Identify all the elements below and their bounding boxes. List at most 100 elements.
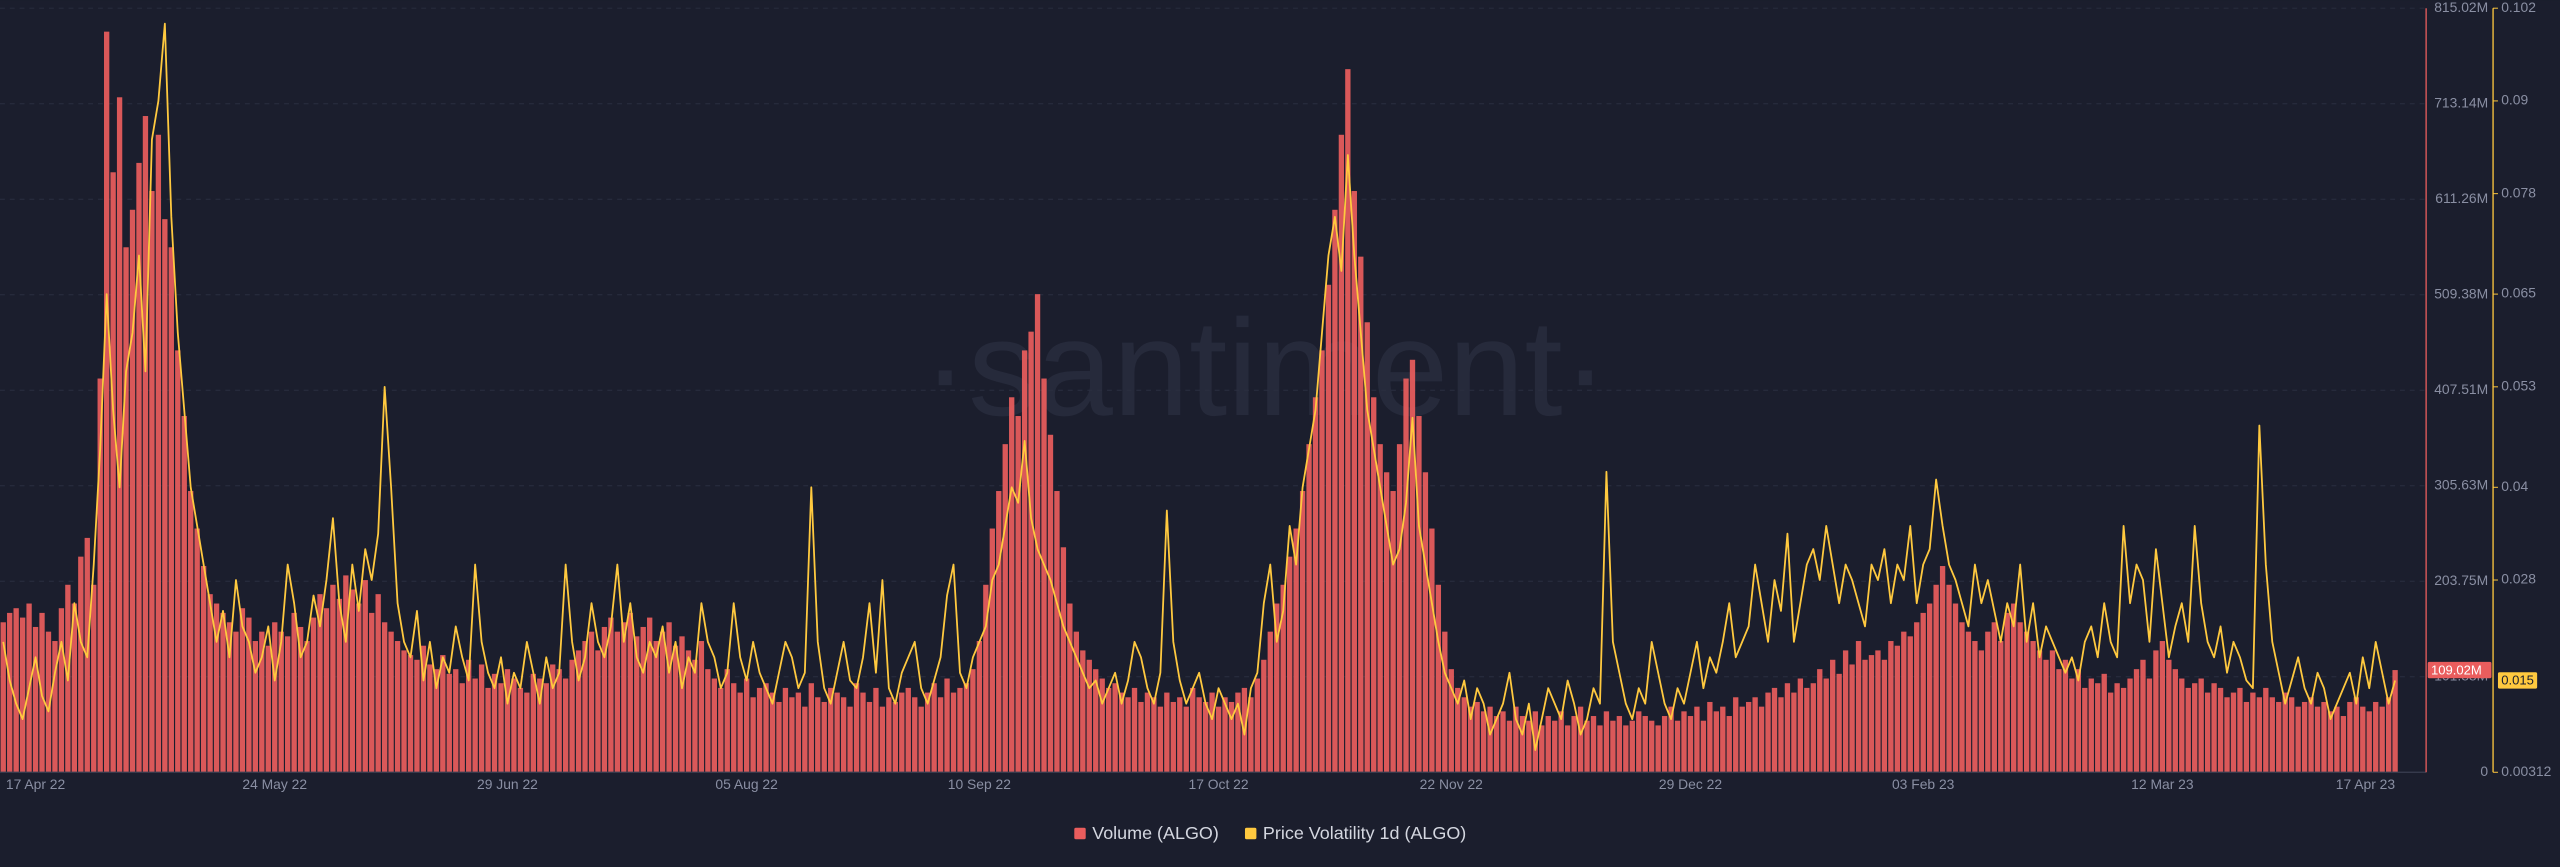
bar [142, 116, 149, 773]
bar [2114, 683, 2120, 773]
bar [1894, 645, 1900, 773]
bar [1157, 706, 1164, 773]
bar [259, 631, 265, 773]
bar [1946, 584, 1952, 773]
y-tick-label: 815.02M [2434, 0, 2488, 15]
legend-label: Volume (ALGO) [1092, 823, 1219, 843]
bar [808, 683, 814, 773]
bar [1125, 697, 1131, 773]
bar [97, 378, 103, 773]
bar [989, 528, 995, 773]
bar [472, 678, 478, 773]
bar [782, 687, 789, 773]
last-value-badge [2497, 672, 2538, 689]
bar [588, 631, 595, 773]
bar [1112, 683, 1118, 773]
bar [776, 701, 782, 773]
y2-tick-label: 0.09 [2501, 92, 2528, 108]
bar [194, 528, 200, 773]
bar [2269, 697, 2275, 773]
last-value-label: 0.015 [2501, 673, 2534, 688]
bar [1306, 444, 1312, 773]
bar [1274, 603, 1280, 773]
bar [1235, 692, 1241, 773]
bar [1138, 701, 1144, 773]
bar [1720, 706, 1726, 773]
bar [1532, 711, 1538, 773]
bar [459, 683, 465, 773]
bar [795, 692, 802, 773]
bar [608, 617, 614, 773]
bar [233, 631, 239, 773]
line [2, 22, 2396, 751]
bar [1099, 678, 1105, 773]
bar [213, 603, 220, 773]
bar [1713, 711, 1719, 773]
bar [1972, 641, 1978, 773]
bar [91, 584, 97, 773]
bar [369, 612, 375, 773]
bar [1267, 631, 1273, 773]
bar [672, 645, 679, 773]
bar [517, 687, 524, 773]
bar [1952, 603, 1959, 773]
bar [220, 612, 226, 773]
bar [1823, 678, 1829, 773]
bar [1745, 701, 1752, 773]
bar [2282, 692, 2288, 773]
bar [769, 692, 776, 773]
bar [278, 631, 284, 773]
x-tick-label: 05 Aug 22 [715, 776, 778, 792]
x-tick-label: 22 Nov 22 [1420, 776, 1483, 792]
bar [2217, 687, 2224, 773]
bar [2340, 716, 2347, 773]
bar [1758, 706, 1765, 773]
legend-swatch [1244, 827, 1257, 840]
bar [1493, 716, 1500, 773]
bar [1364, 322, 1370, 773]
bar [1985, 631, 1991, 773]
bar [272, 622, 278, 773]
bar [291, 612, 297, 773]
bar [1939, 566, 1946, 773]
bar [1694, 706, 1700, 773]
bar [162, 219, 168, 773]
bar [2289, 697, 2295, 773]
bar [2385, 697, 2392, 773]
bar [71, 603, 78, 773]
y-tick-label: 305.63M [2434, 476, 2488, 492]
bar [0, 622, 6, 773]
bar [123, 247, 129, 773]
bar [1933, 584, 1939, 773]
bar [2049, 650, 2056, 773]
bar [401, 650, 407, 773]
bar [1435, 584, 1442, 773]
bar [1416, 416, 1422, 773]
bar [1080, 650, 1086, 773]
bar [491, 673, 498, 773]
bar [1765, 692, 1771, 773]
bar [873, 687, 879, 773]
bar [2347, 701, 2353, 773]
bar [724, 669, 730, 773]
bar [246, 617, 252, 773]
bar [763, 683, 769, 773]
bar [1151, 697, 1157, 773]
bar [905, 687, 911, 773]
bar [1965, 631, 1972, 773]
bar [659, 631, 666, 773]
bar [188, 491, 194, 773]
bar [2198, 678, 2204, 773]
bar [1661, 716, 1668, 773]
bar [394, 641, 401, 773]
bar [504, 669, 511, 773]
bar [226, 622, 233, 773]
x-tick-label: 10 Sep 22 [948, 776, 1011, 792]
bar [853, 683, 860, 773]
bar [478, 664, 485, 773]
bar [2088, 678, 2094, 773]
bar [562, 678, 569, 773]
bar [1261, 659, 1267, 773]
bar [453, 669, 459, 773]
